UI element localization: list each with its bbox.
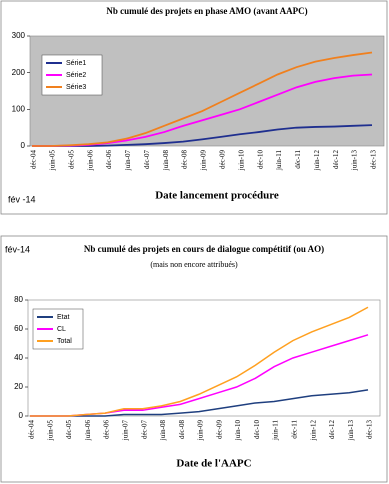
x-tick-label: juin-09	[200, 150, 208, 172]
chart-title: Nb cumulé des projets en cours de dialog…	[84, 244, 324, 254]
x-tick-label: juin-08	[162, 150, 170, 172]
x-tick-label: juin-11	[275, 150, 283, 171]
x-tick-label: déc-06	[103, 420, 111, 440]
x-tick-label: déc-04	[30, 150, 38, 170]
x-tick-label: juin-05	[46, 420, 54, 442]
x-tick-label: juin-06	[86, 150, 94, 172]
y-tick-label: 20	[14, 382, 23, 391]
x-tick-label: juin-11	[272, 420, 280, 441]
annotation: fév-14	[5, 244, 30, 254]
x-tick-label: déc-05	[65, 420, 73, 440]
x-axis-label: Date lancement procédure	[155, 190, 279, 202]
legend-label: CL	[57, 326, 66, 333]
chart-frame	[0, 235, 388, 483]
legend-box	[32, 308, 84, 350]
x-tick-label: déc-09	[215, 420, 223, 440]
y-tick-label: 40	[14, 353, 23, 362]
series-line	[30, 306, 369, 417]
legend-label: Total	[57, 338, 72, 345]
x-tick-label: déc-06	[105, 150, 113, 170]
x-tick-label: juin-12	[313, 150, 321, 172]
x-tick-label: déc-13	[366, 420, 374, 440]
x-tick-label: déc-07	[140, 420, 148, 440]
legend-label: Série2	[66, 72, 86, 79]
y-tick-label: 300	[12, 31, 26, 40]
x-tick-label: juin-07	[124, 150, 132, 172]
x-tick-label: juin-12	[309, 420, 317, 442]
x-tick-label: déc-11	[294, 150, 302, 169]
series-line	[32, 124, 373, 147]
x-tick-label: juin-13	[351, 150, 359, 172]
x-tick-label: déc-10	[253, 420, 261, 440]
x-tick-label: juin-10	[234, 420, 242, 442]
series-line	[30, 389, 369, 417]
legend-label: Etat	[57, 314, 70, 321]
y-tick-label: 0	[19, 411, 24, 420]
legend-label: Série1	[66, 60, 86, 67]
y-tick-label: 80	[14, 295, 23, 304]
annotation: fév -14	[8, 194, 36, 204]
x-tick-label: déc-04	[28, 420, 36, 440]
x-tick-label: juin-05	[48, 150, 56, 172]
x-tick-label: déc-08	[178, 420, 186, 440]
x-tick-label: déc-12	[332, 150, 340, 170]
y-tick-label: 200	[12, 68, 26, 77]
x-tick-label: juin-10	[237, 150, 245, 172]
y-tick-label: 0	[21, 141, 26, 150]
x-tick-label: déc-09	[218, 150, 226, 170]
x-tick-label: déc-07	[143, 150, 151, 170]
x-tick-label: juin-08	[159, 420, 167, 442]
y-tick-label: 60	[14, 324, 23, 333]
x-tick-label: déc-05	[67, 150, 75, 170]
x-tick-label: déc-11	[290, 420, 298, 439]
chart-title: Nb cumulé des projets en phase AMO (avan…	[106, 6, 307, 16]
x-tick-label: juin-06	[84, 420, 92, 442]
x-axis-label: Date de l'AAPC	[176, 458, 251, 470]
legend-label: Série3	[66, 84, 86, 91]
x-tick-label: déc-12	[328, 420, 336, 440]
chart-frame	[0, 0, 388, 215]
x-tick-label: déc-08	[181, 150, 189, 170]
x-tick-label: juin-13	[347, 420, 355, 442]
x-tick-label: juin-07	[121, 420, 129, 442]
x-tick-label: déc-10	[256, 150, 264, 170]
x-tick-label: déc-13	[370, 150, 378, 170]
series-line	[32, 51, 373, 147]
x-tick-label: juin-09	[197, 420, 205, 442]
chart-subtitle: (mais non encore attribués)	[150, 260, 238, 269]
y-tick-label: 100	[12, 104, 26, 113]
